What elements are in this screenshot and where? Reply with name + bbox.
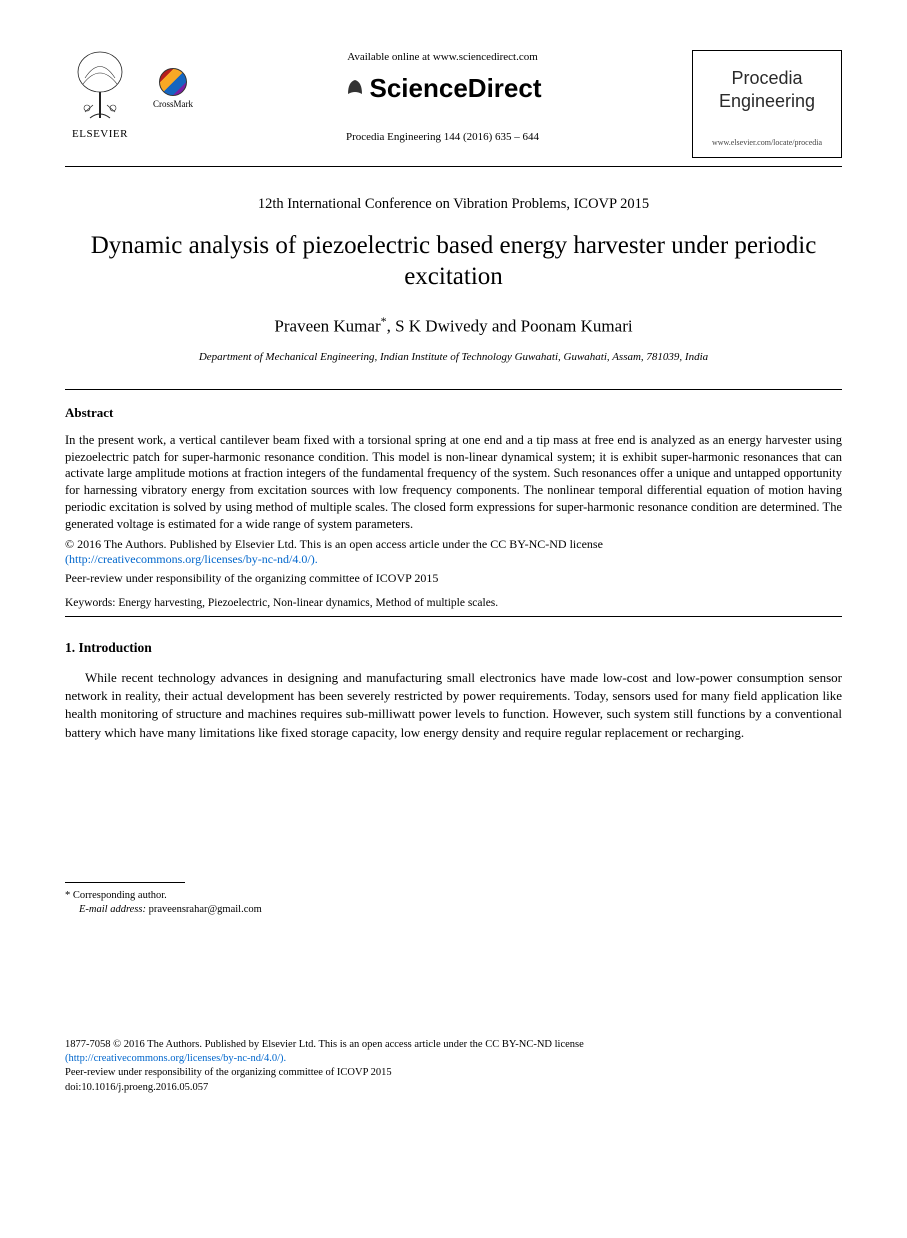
keywords-text: Energy harvesting, Piezoelectric, Non-li… <box>115 597 498 609</box>
available-online-text: Available online at www.sciencedirect.co… <box>203 50 682 65</box>
elsevier-label: ELSEVIER <box>72 127 128 142</box>
conference-line: 12th International Conference on Vibrati… <box>65 195 842 215</box>
keywords-label: Keywords: <box>65 597 115 609</box>
footer-license-link[interactable]: (http://creativecommons.org/licenses/by-… <box>65 1052 842 1066</box>
journal-name-line1: Procedia <box>731 68 802 88</box>
footer-peer-review: Peer-review under responsibility of the … <box>65 1066 842 1080</box>
section1-heading: 1. Introduction <box>65 639 842 657</box>
email-address[interactable]: praveensrahar@gmail.com <box>146 904 262 915</box>
journal-url[interactable]: www.elsevier.com/locate/procedia <box>703 138 831 149</box>
journal-box: Procedia Engineering www.elsevier.com/lo… <box>692 50 842 158</box>
sciencedirect-text: ScienceDirect <box>370 73 542 103</box>
copyright-text: © 2016 The Authors. Published by Elsevie… <box>65 537 603 551</box>
sciencedirect-icon <box>344 72 366 107</box>
abstract-top-rule <box>65 389 842 390</box>
affiliation-line: Department of Mechanical Engineering, In… <box>65 350 842 365</box>
crossmark-label: CrossMark <box>153 98 193 110</box>
footnote-rule <box>65 882 185 883</box>
footnote-block: * Corresponding author. E-mail address: … <box>65 889 842 918</box>
abstract-bottom-rule <box>65 616 842 617</box>
footer-issn: 1877-7058 © 2016 The Authors. Published … <box>65 1038 842 1052</box>
header-rule <box>65 166 842 167</box>
email-label: E-mail address: <box>79 904 146 915</box>
elsevier-tree-icon <box>65 50 135 125</box>
footnote-email: E-mail address: praveensrahar@gmail.com <box>79 903 842 918</box>
authors-line: Praveen Kumar*, S K Dwivedy and Poonam K… <box>65 313 842 339</box>
section1-para1: While recent technology advances in desi… <box>65 669 842 742</box>
header-row: ELSEVIER CrossMark Available online at w… <box>65 50 842 158</box>
journal-name-line2: Engineering <box>719 91 815 111</box>
elsevier-logo[interactable]: ELSEVIER <box>65 50 135 142</box>
copyright-line: © 2016 The Authors. Published by Elsevie… <box>65 537 842 568</box>
citation-text: Procedia Engineering 144 (2016) 635 – 64… <box>203 130 682 145</box>
sciencedirect-logo[interactable]: ScienceDirect <box>203 71 682 108</box>
corresponding-author: * Corresponding author. <box>65 889 842 904</box>
license-link[interactable]: (http://creativecommons.org/licenses/by-… <box>65 552 318 566</box>
left-logos: ELSEVIER CrossMark <box>65 50 193 142</box>
crossmark-icon <box>159 68 187 96</box>
keywords-line: Keywords: Energy harvesting, Piezoelectr… <box>65 596 842 612</box>
journal-name: Procedia Engineering <box>703 67 831 114</box>
paper-title: Dynamic analysis of piezoelectric based … <box>65 230 842 293</box>
peer-review-line: Peer-review under responsibility of the … <box>65 570 842 586</box>
crossmark-badge[interactable]: CrossMark <box>153 68 193 110</box>
footer-doi: doi:10.1016/j.proeng.2016.05.057 <box>65 1081 842 1095</box>
abstract-body: In the present work, a vertical cantilev… <box>65 432 842 533</box>
center-block: Available online at www.sciencedirect.co… <box>193 50 692 144</box>
footer-block: 1877-7058 © 2016 The Authors. Published … <box>65 1038 842 1095</box>
abstract-heading: Abstract <box>65 404 842 422</box>
